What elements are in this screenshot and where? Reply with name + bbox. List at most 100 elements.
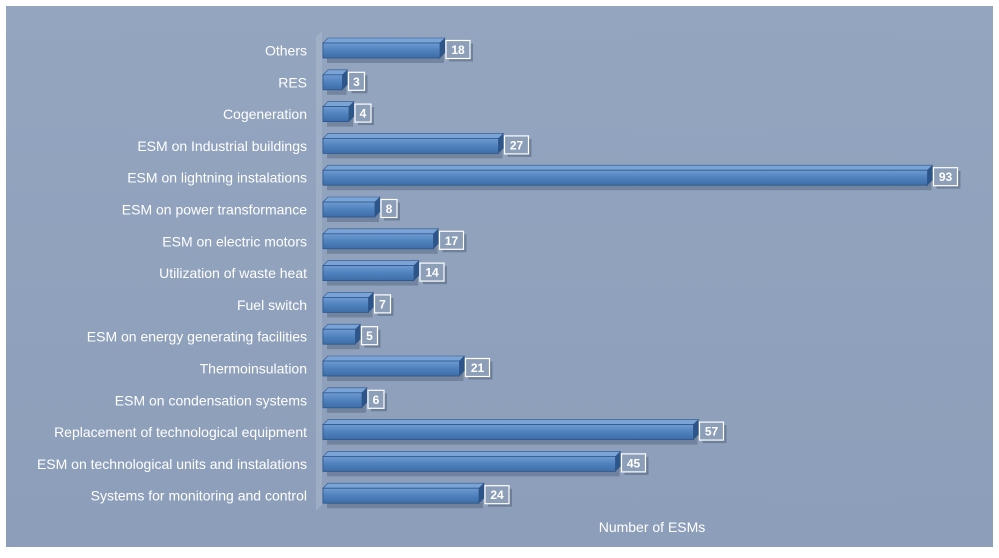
bar-top-face [322, 101, 355, 107]
bar-side-face [615, 451, 621, 472]
bar [322, 265, 415, 282]
bar-side-face [459, 356, 465, 376]
data-label-box [438, 230, 465, 250]
category-label: Systems for monitoring and control [91, 488, 307, 504]
category-label: ESM on power transformance [122, 202, 307, 218]
bar [322, 392, 363, 409]
bar-group: Utilization of waste heat 14 [159, 260, 447, 286]
bar-side-face [414, 260, 419, 281]
data-label: 21 [471, 361, 485, 375]
data-label-box [347, 71, 366, 91]
data-label: 7 [379, 297, 386, 311]
bar-top-face [322, 260, 420, 266]
bar-top-face [322, 482, 485, 489]
bar-top-face [322, 228, 440, 235]
bar-group: Thermoinsulation 21 [200, 355, 493, 381]
data-label-box [464, 357, 491, 378]
category-label: ESM on condensation systems [115, 392, 307, 408]
data-label: 6 [373, 393, 380, 407]
category-label: ESM on Industrial buildings [137, 138, 307, 154]
data-label-box [698, 421, 725, 441]
bar-side-face [362, 387, 367, 408]
bar-top-face [322, 387, 368, 394]
data-label: 5 [366, 329, 373, 343]
bar-top-face [322, 355, 466, 362]
bar-side-face [349, 101, 354, 122]
bar [322, 201, 376, 218]
data-label-box [445, 39, 471, 60]
bar-group: Fuel switch 7 [237, 292, 394, 318]
bar [322, 106, 350, 122]
data-label: 8 [386, 202, 393, 216]
bar [322, 360, 460, 377]
bars-layer: Others 18 RES 3 Cogeneration 4 ESM on Industri… [37, 37, 961, 509]
bar-side-face [368, 292, 374, 313]
category-label: ESM on technological units and instalati… [37, 456, 307, 472]
data-label: 27 [510, 138, 524, 152]
bar-top-face [322, 196, 381, 203]
data-label: 57 [705, 425, 719, 439]
bar-group: Systems for monitoring and control 24 [91, 482, 512, 509]
bar-top-face [322, 133, 505, 139]
bar-side-face [342, 69, 348, 90]
bar-group: ESM on technological units and instalati… [37, 451, 649, 477]
data-label: 18 [451, 43, 465, 57]
data-label-box [373, 294, 392, 314]
category-label: Fuel switch [237, 297, 307, 313]
category-label: Cogeneration [223, 106, 307, 122]
data-label-box [484, 485, 510, 505]
bar-top-face [322, 419, 700, 425]
data-label: 17 [445, 234, 459, 248]
bar-side-face [498, 133, 504, 154]
bar-group: Cogeneration 4 [223, 101, 374, 127]
bar-top-face [322, 164, 934, 171]
bar-side-face [479, 483, 484, 504]
data-label: 93 [939, 170, 953, 184]
data-label: 3 [353, 75, 360, 89]
category-label: ESM on electric motors [162, 233, 307, 249]
bar-group: Others 18 [265, 37, 473, 63]
category-label: RES [278, 74, 307, 90]
category-label: Others [265, 43, 307, 59]
data-label-box [503, 135, 530, 155]
bar-group: ESM on lightning instalations 93 [127, 164, 961, 191]
bar-group: RES 3 [278, 69, 368, 95]
bar-top-face [322, 451, 622, 457]
bar-group: ESM on condensation systems 6 [115, 387, 387, 413]
bar [322, 424, 694, 441]
data-label-box [354, 103, 372, 123]
bar-top-face [322, 323, 362, 330]
data-label: 45 [627, 456, 641, 470]
bar-side-face [355, 324, 361, 345]
bar-group: Replacement of technological equipment 57 [54, 419, 727, 445]
bar-group: ESM on Industrial buildings 27 [137, 133, 532, 159]
data-label-box [419, 262, 445, 282]
x-axis-label: Number of ESMs [599, 519, 706, 535]
bar [322, 296, 369, 313]
data-label-box [620, 453, 647, 473]
bar [322, 137, 499, 154]
bar [322, 42, 441, 59]
data-label-box [380, 198, 398, 219]
bar-top-face [322, 292, 375, 298]
bar-group: ESM on power transformance 8 [122, 196, 400, 222]
bar [322, 328, 356, 345]
data-label-box [367, 389, 385, 409]
bar [322, 487, 480, 504]
category-label: Thermoinsulation [200, 361, 307, 377]
bar-side-face [440, 38, 445, 58]
bar [322, 455, 616, 472]
bar [322, 169, 928, 186]
data-label: 24 [490, 488, 504, 502]
axis-wall [316, 31, 322, 511]
category-label: ESM on lightning instalations [127, 170, 307, 186]
data-label: 14 [425, 266, 439, 280]
bar-side-face [693, 419, 699, 440]
category-label: ESM on energy generating facilities [87, 329, 307, 345]
data-label-box [932, 167, 959, 187]
bar-side-face [433, 228, 439, 249]
bar-group: ESM on electric motors 17 [162, 228, 467, 254]
bar-group: ESM on energy generating facilities 5 [87, 323, 381, 350]
